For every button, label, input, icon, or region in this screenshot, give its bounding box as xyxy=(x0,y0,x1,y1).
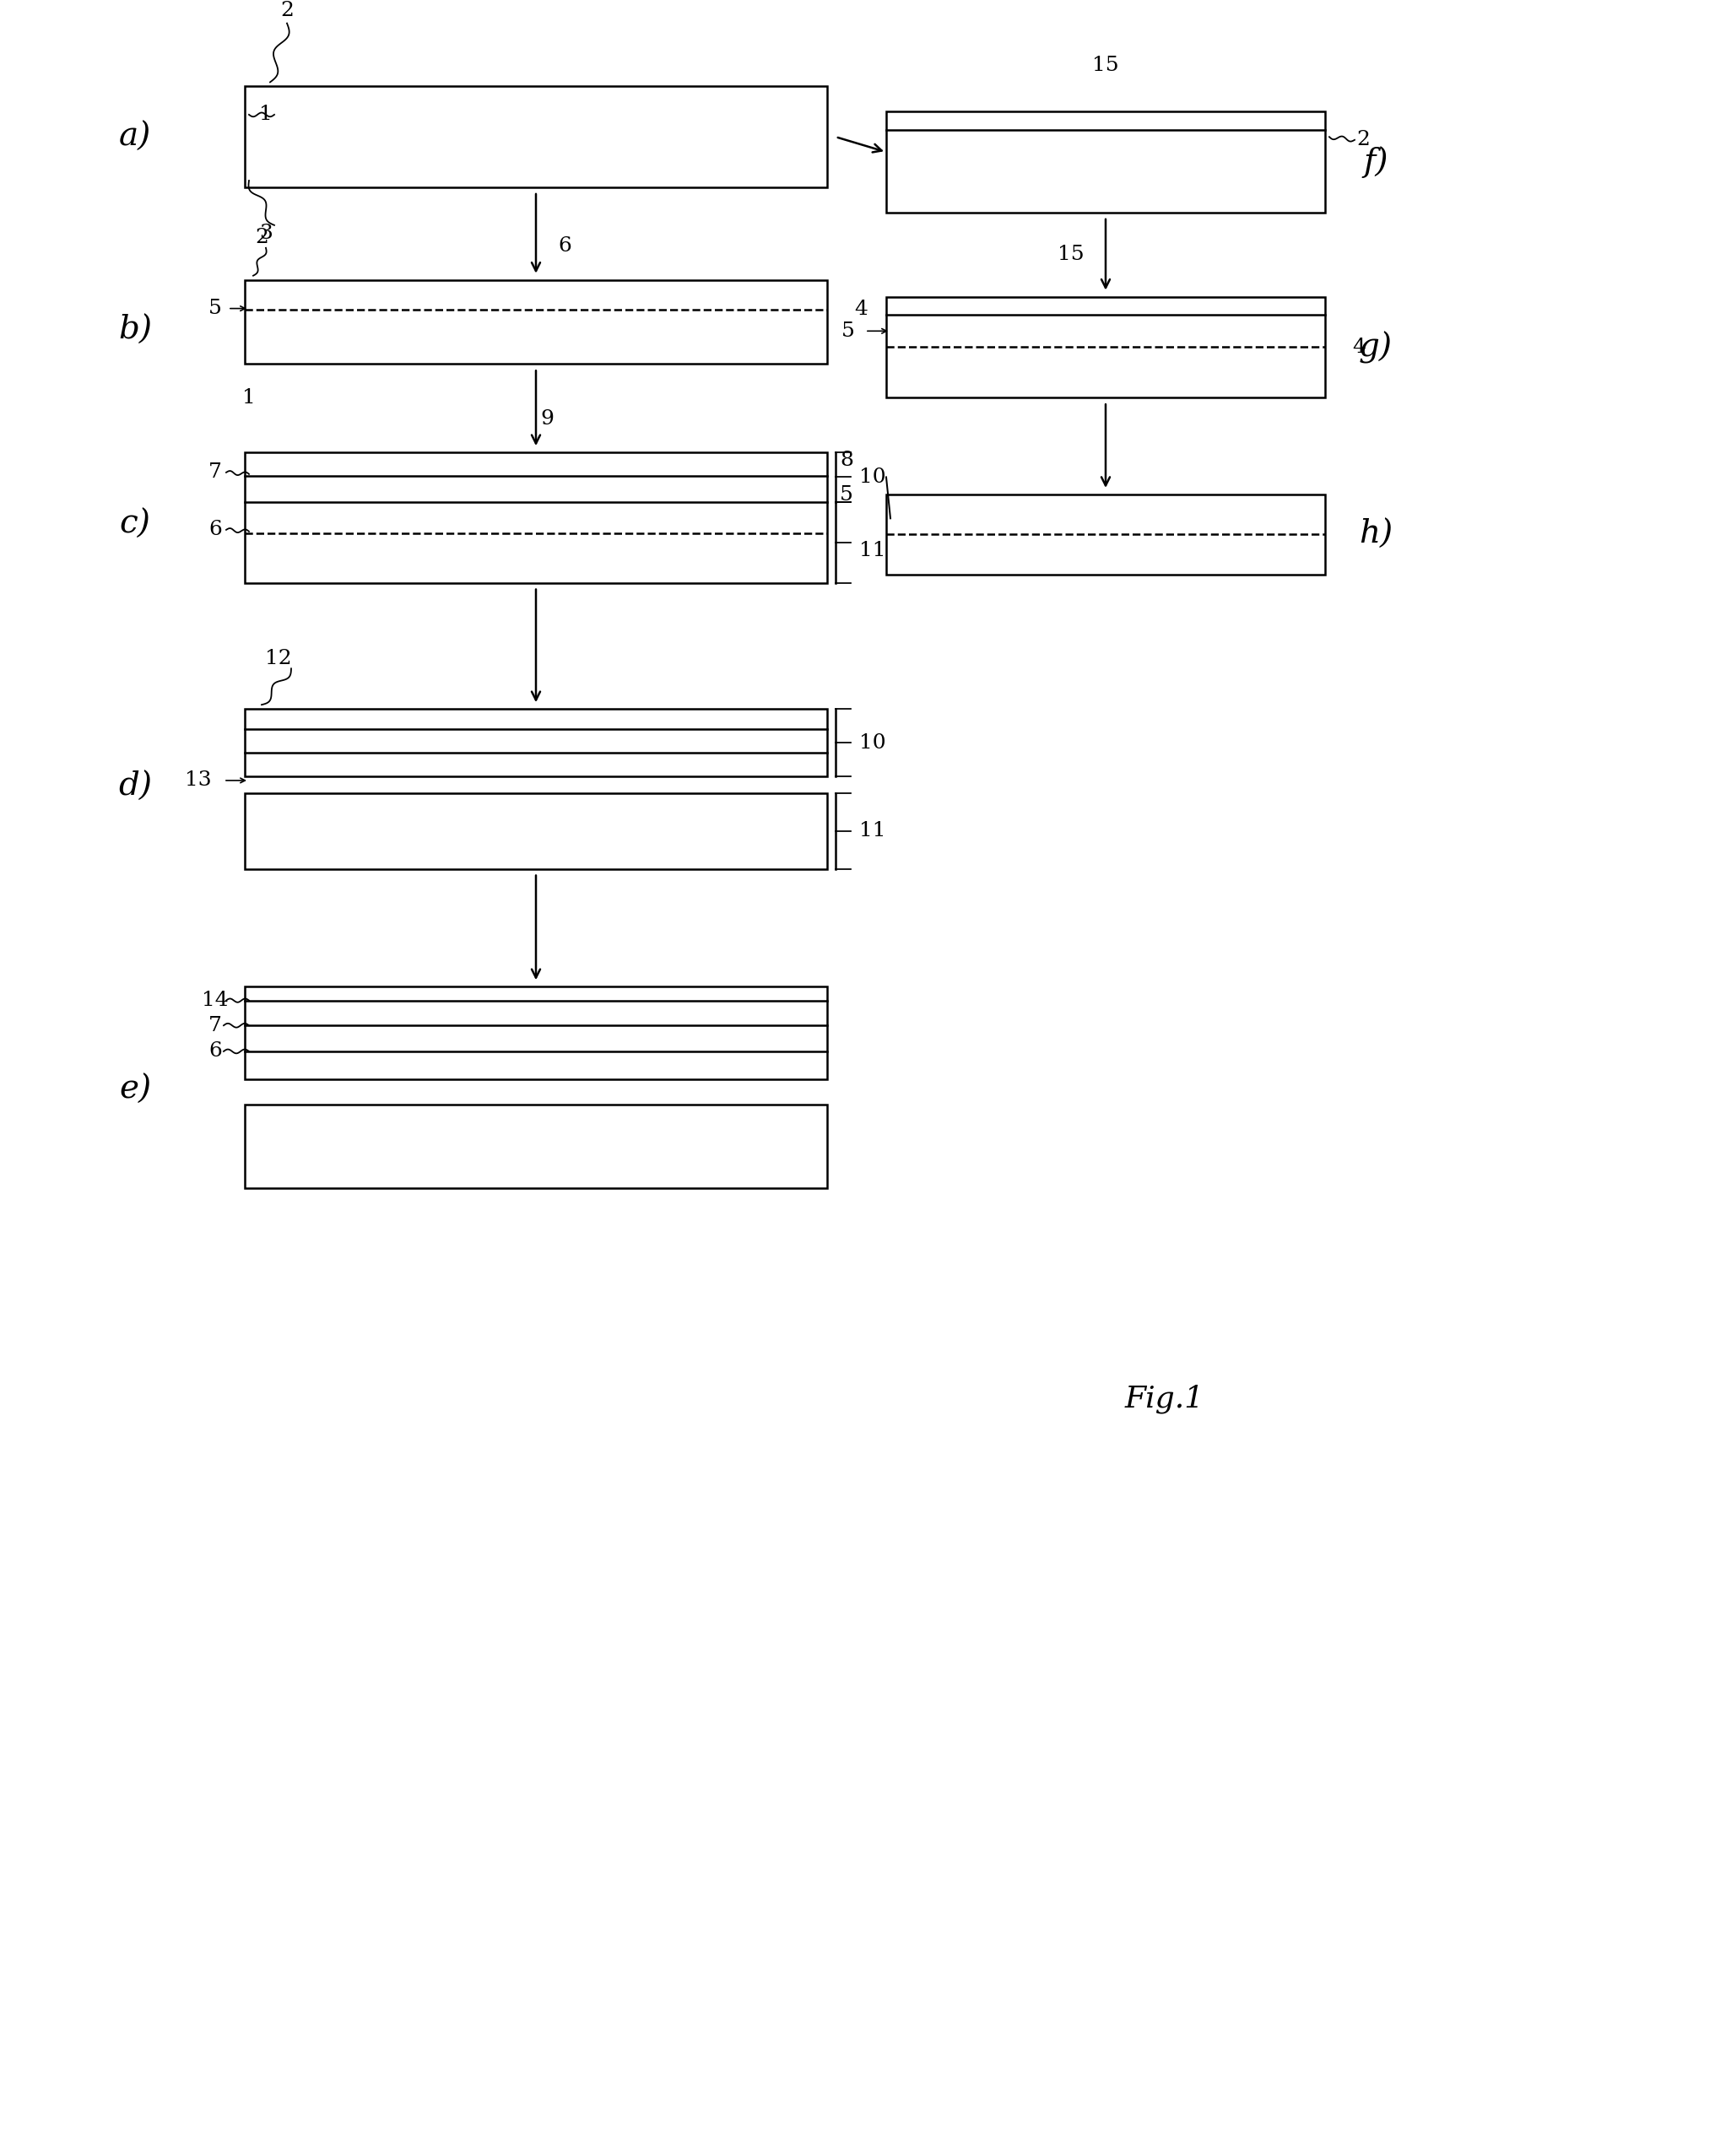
Text: 4: 4 xyxy=(854,300,868,319)
Text: 4: 4 xyxy=(1351,338,1365,358)
Bar xyxy=(245,280,827,364)
Text: 6: 6 xyxy=(209,1041,221,1061)
Bar xyxy=(245,987,827,1080)
Text: 8: 8 xyxy=(840,451,852,470)
Text: d): d) xyxy=(118,772,153,802)
Text: 5: 5 xyxy=(209,300,221,319)
Text: 5: 5 xyxy=(840,485,852,505)
Text: 13: 13 xyxy=(185,770,211,789)
Text: 5: 5 xyxy=(842,321,854,341)
Text: Fig.1: Fig.1 xyxy=(1125,1384,1204,1414)
Text: 2: 2 xyxy=(256,229,268,248)
Text: e): e) xyxy=(118,1074,151,1106)
Text: 14: 14 xyxy=(202,992,228,1011)
Bar xyxy=(245,793,827,869)
Text: 1: 1 xyxy=(259,106,273,125)
Text: 1: 1 xyxy=(242,388,256,407)
Text: 15: 15 xyxy=(1056,246,1084,265)
Text: g): g) xyxy=(1358,332,1393,364)
Text: 11: 11 xyxy=(859,541,885,561)
Bar xyxy=(245,453,827,582)
Text: 11: 11 xyxy=(859,821,885,841)
Bar xyxy=(245,1104,827,1188)
Text: h): h) xyxy=(1358,520,1393,550)
Text: 2: 2 xyxy=(280,0,293,19)
Bar xyxy=(887,494,1326,573)
Text: c): c) xyxy=(120,509,151,539)
Text: 12: 12 xyxy=(266,649,292,668)
Bar xyxy=(245,86,827,188)
Text: 6: 6 xyxy=(559,237,571,257)
Text: 7: 7 xyxy=(209,464,221,483)
Bar xyxy=(245,709,827,776)
Text: f): f) xyxy=(1363,147,1387,179)
Bar xyxy=(887,112,1326,213)
Text: 6: 6 xyxy=(209,520,221,539)
Text: b): b) xyxy=(118,315,153,345)
Text: 2: 2 xyxy=(1357,129,1370,149)
Text: 10: 10 xyxy=(859,733,887,752)
Text: 10: 10 xyxy=(859,468,887,487)
Text: 15: 15 xyxy=(1092,56,1118,75)
Bar xyxy=(887,298,1326,397)
Text: 9: 9 xyxy=(540,410,554,429)
Text: a): a) xyxy=(118,121,151,153)
Text: 7: 7 xyxy=(209,1015,221,1035)
Text: 3: 3 xyxy=(259,224,273,244)
